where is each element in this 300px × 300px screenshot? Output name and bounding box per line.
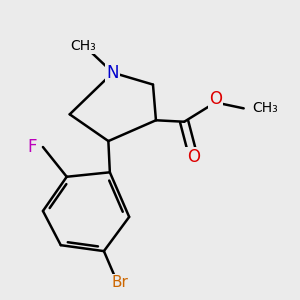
Text: CH₃: CH₃ <box>253 101 278 116</box>
Text: N: N <box>106 64 119 82</box>
Text: O: O <box>209 90 222 108</box>
Text: O: O <box>187 148 200 166</box>
Text: Br: Br <box>112 275 129 290</box>
Text: F: F <box>28 138 37 156</box>
Text: CH₃: CH₃ <box>70 39 96 53</box>
